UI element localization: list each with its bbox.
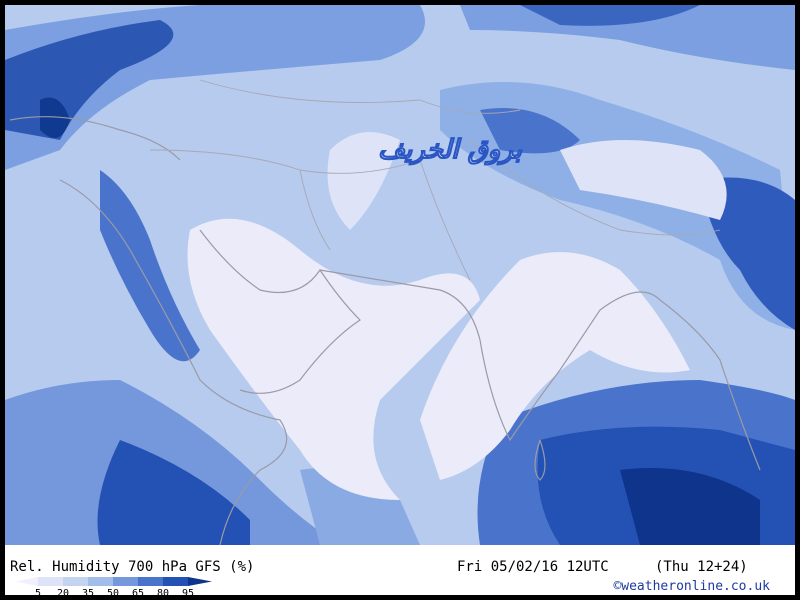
legend-band <box>138 577 163 586</box>
legend-band <box>38 577 63 586</box>
legend-tick-label: 50 <box>107 588 119 599</box>
legend-band <box>88 577 113 586</box>
legend-tick-label: 5 <box>35 588 41 599</box>
legend-tick-label: 20 <box>57 588 69 599</box>
humidity-field <box>5 5 795 545</box>
legend-tick-label: 95 <box>182 588 194 599</box>
legend-tick-label: 65 <box>132 588 144 599</box>
legend-arrow-low <box>16 577 38 586</box>
valid-time: Fri 05/02/16 12UTC <box>457 559 609 575</box>
legend-tick-label: 35 <box>82 588 94 599</box>
legend-arrow-high <box>188 577 212 586</box>
legend-band <box>163 577 188 586</box>
legend-band <box>63 577 88 586</box>
forecast-step: (Thu 12+24) <box>655 559 748 575</box>
map-title: Rel. Humidity 700 hPa GFS (%) <box>10 559 254 575</box>
legend: 5 20 35 50 65 80 95 <box>16 577 212 599</box>
legend-band <box>113 577 138 586</box>
credit: ©weatheronline.co.uk <box>613 579 770 594</box>
legend-tick-label: 80 <box>157 588 169 599</box>
watermark: بروق الخريف <box>378 135 523 165</box>
